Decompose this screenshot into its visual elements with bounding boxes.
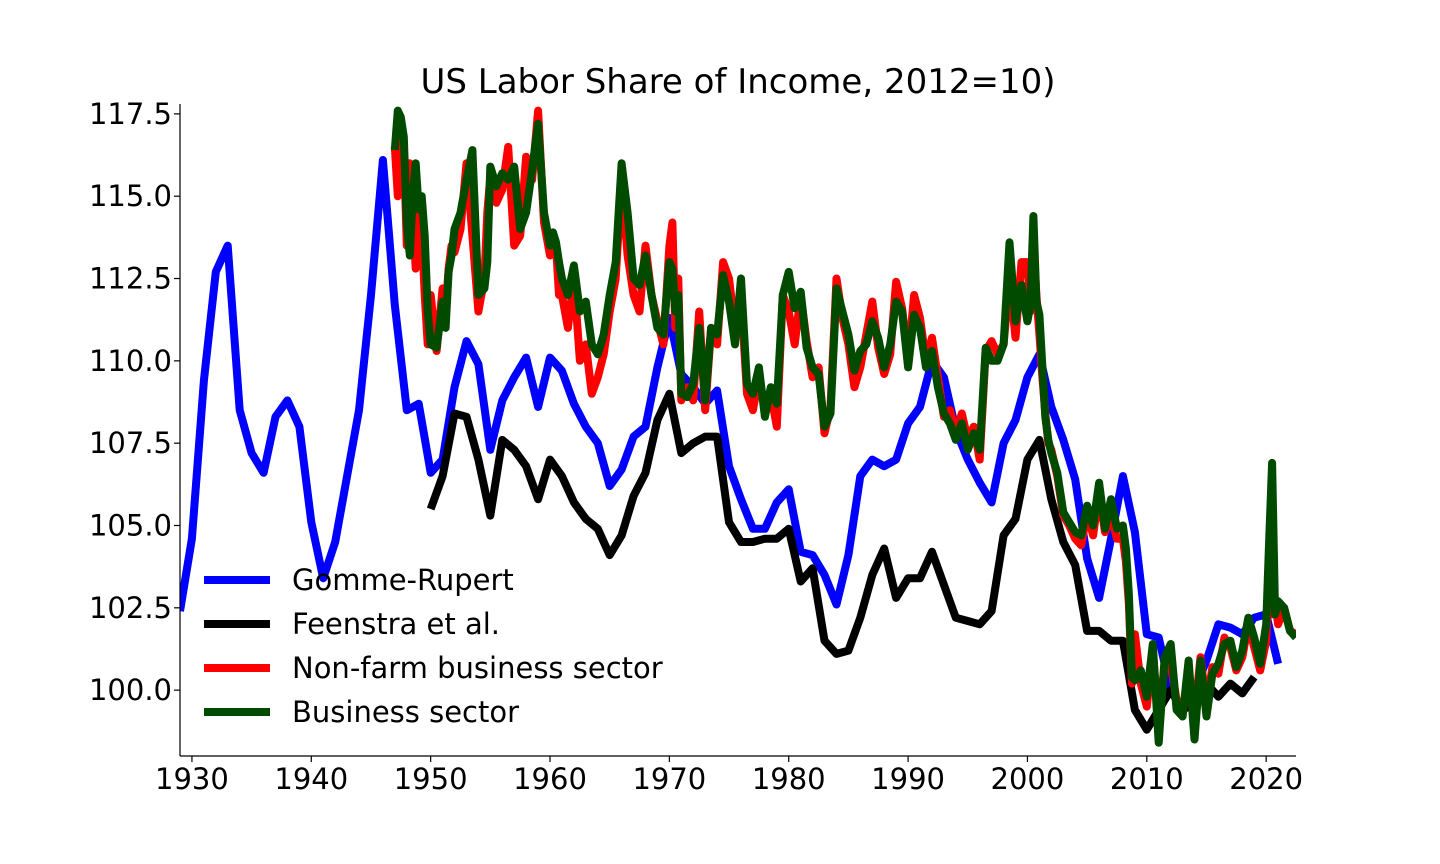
y-tick-label: 110.0 <box>89 344 172 378</box>
x-tick-label: 1980 <box>752 762 826 796</box>
x-tick-label: 1970 <box>632 762 706 796</box>
x-tick-label: 1940 <box>274 762 348 796</box>
legend-label: Business sector <box>292 695 519 729</box>
legend-item-feenstra-et-al: Feenstra et al. <box>204 607 500 641</box>
y-tick-label: 105.0 <box>89 508 172 542</box>
y-tick-label: 107.5 <box>89 426 172 460</box>
series-line-gomme-rupert <box>180 156 1282 714</box>
y-tick-label: 115.0 <box>89 179 172 213</box>
chart-title: US Labor Share of Income, 2012=10) <box>420 62 1056 102</box>
axes: 100.0 102.5 105.0 107.5 110.0 112.5 115.0 117.5… <box>89 97 1303 796</box>
legend-item-business-sector: Business sector <box>204 695 519 729</box>
y-tick-label: 112.5 <box>89 262 172 296</box>
y-tick-label: 100.0 <box>89 673 172 707</box>
legend: Gomme-Rupert Feenstra et al. Non-farm busi… <box>204 563 663 729</box>
series-line-business-sector <box>390 106 1296 747</box>
x-tick-label: 1930 <box>155 762 229 796</box>
y-tick-label: 117.5 <box>89 97 172 131</box>
legend-item-gomme-rupert: Gomme-Rupert <box>204 563 514 597</box>
x-tick-label: 1960 <box>513 762 587 796</box>
series-line-feenstra-et-al <box>426 389 1258 734</box>
x-tick-label: 2010 <box>1110 762 1184 796</box>
legend-item-non-farm-business-sector: Non-farm business sector <box>204 651 663 685</box>
y-tick-label: 102.5 <box>89 591 172 625</box>
x-tick-label: 2020 <box>1229 762 1303 796</box>
legend-label: Gomme-Rupert <box>292 563 514 597</box>
legend-label: Non-farm business sector <box>292 651 663 685</box>
legend-label: Feenstra et al. <box>292 607 500 641</box>
x-tick-label: 2000 <box>991 762 1065 796</box>
series-layer <box>180 106 1296 747</box>
x-tick-label: 1950 <box>394 762 468 796</box>
x-tick-label: 1990 <box>871 762 945 796</box>
